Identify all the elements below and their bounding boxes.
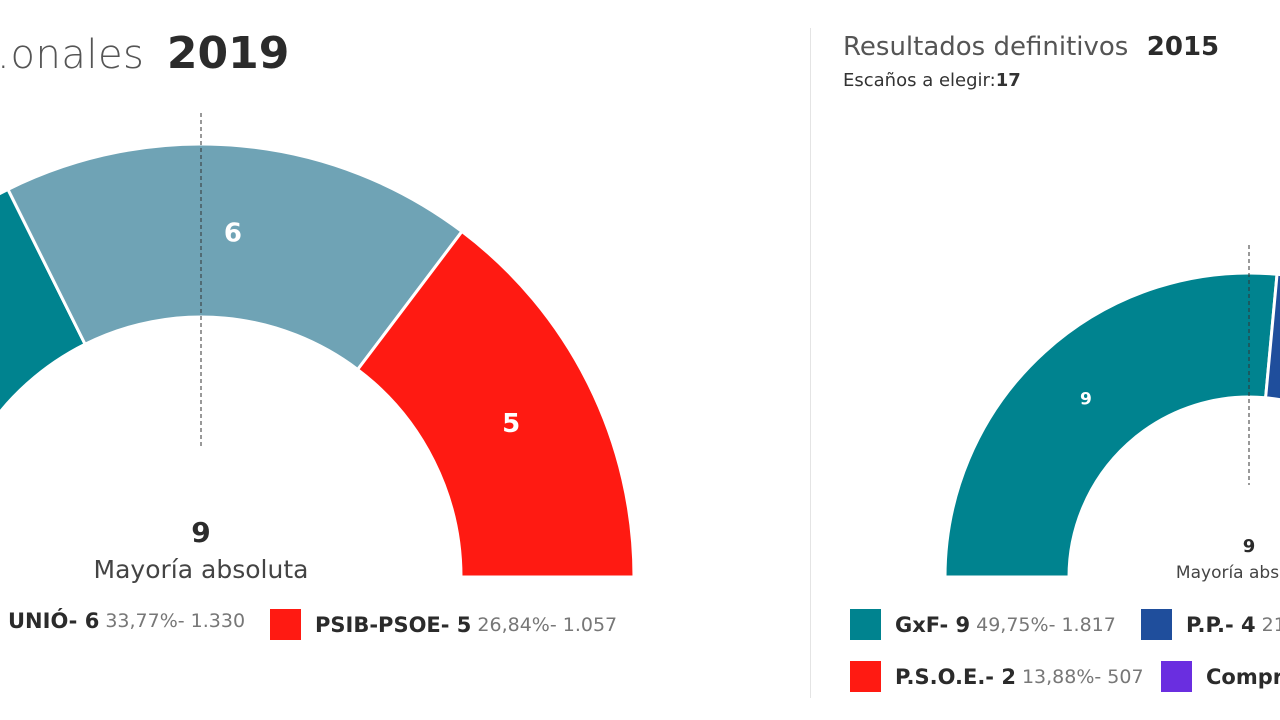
legend-item-psib-psoe: PSIB-PSOE- 5 26,84%- 1.057 xyxy=(270,609,617,640)
legend-swatch xyxy=(850,661,881,692)
seats-total: 17 xyxy=(995,70,1021,91)
chart-2015-majority-label: Mayoría absoluta xyxy=(1176,563,1280,583)
legend-swatch xyxy=(850,609,881,640)
chart-2019-title: …onales 2019 xyxy=(0,28,289,79)
legend-pct: 33,77%- 1.330 xyxy=(105,610,246,632)
chart-2019-title-text: …onales xyxy=(0,32,145,78)
chart-2019-segment-2 xyxy=(355,229,636,579)
chart-2019-seat-label-1: 6 xyxy=(224,218,242,248)
legend-pct: 21 xyxy=(1261,613,1280,636)
chart-2015-majority-value: 9 xyxy=(1243,536,1256,557)
legend-name: P.S.O.E.- 2 xyxy=(895,664,1016,689)
legend-item-pp: P.P.- 4 21 xyxy=(1141,609,1280,640)
chart-2019-seat-label-2: 5 xyxy=(502,409,520,439)
legend-name: P.P.- 4 xyxy=(1186,612,1256,637)
legend-pct: 26,84%- 1.057 xyxy=(477,613,618,636)
chart-2015-year: 2015 xyxy=(1146,32,1220,62)
chart-2019: 6 5 9 Mayoría absoluta xyxy=(0,113,636,584)
chart-2015-seats-line: Escaños a elegir:17 xyxy=(843,70,1021,91)
chart-2015-title: Resultados definitivos 2015 xyxy=(843,32,1219,62)
chart-2015-title-text: Resultados definitivos xyxy=(843,32,1129,62)
legend-pct: 13,88%- 507 xyxy=(1021,665,1144,688)
seats-label: Escaños a elegir: xyxy=(843,70,996,91)
legend-swatch xyxy=(270,609,301,640)
chart-2019-majority-label: Mayoría absoluta xyxy=(94,555,309,584)
panel-divider xyxy=(810,28,811,698)
chart-2015-segment-1 xyxy=(1263,272,1280,402)
legend-name: Compr xyxy=(1206,664,1280,689)
legend-item-gxf: GxF- 9 49,75%- 1.817 xyxy=(850,609,1116,640)
legend-name: PSIB-PSOE- 5 xyxy=(315,612,472,637)
legend-pct: 49,75%- 1.817 xyxy=(976,613,1116,636)
legend-name: UNIÓ- 6 xyxy=(8,609,100,633)
chart-2019-segment-0 xyxy=(0,187,88,415)
legend-item-compromis: Compr xyxy=(1161,661,1280,692)
chart-2015-seat-label-0: 9 xyxy=(1080,389,1092,409)
legend-item-unio: UNIÓ- 6 33,77%- 1.330 xyxy=(8,609,245,633)
chart-2015: 9 9 Mayoría absoluta xyxy=(943,245,1280,583)
chart-2019-segment-1 xyxy=(5,142,465,372)
chart-2019-year: 2019 xyxy=(166,28,290,79)
chart-2015-segment-0 xyxy=(943,271,1279,579)
legend-swatch xyxy=(1141,609,1172,640)
legend-item-psoe: P.S.O.E.- 2 13,88%- 507 xyxy=(850,661,1144,692)
legend-swatch xyxy=(1161,661,1192,692)
legend-name: GxF- 9 xyxy=(895,612,971,637)
chart-2019-majority-value: 9 xyxy=(191,516,210,549)
